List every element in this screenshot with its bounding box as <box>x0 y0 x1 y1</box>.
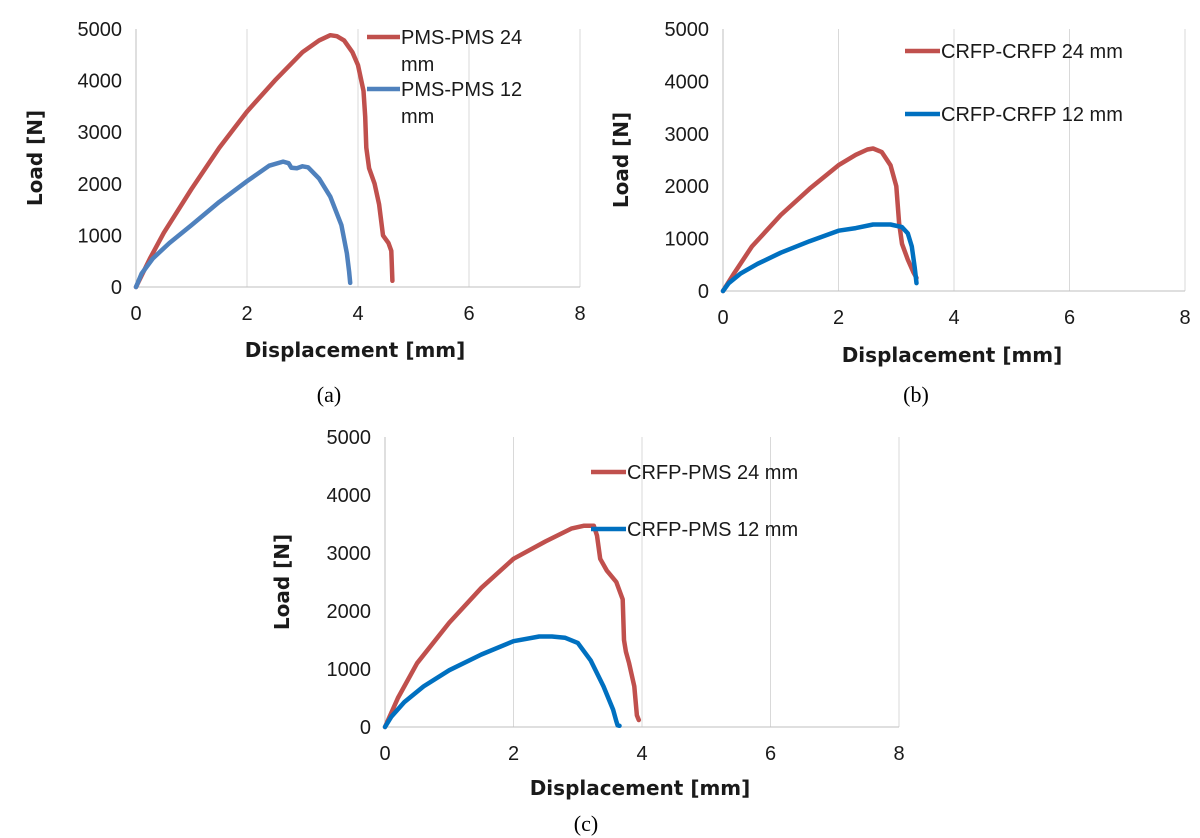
y-tick-label: 4000 <box>665 71 710 93</box>
chart-1: 0 2 4 6 8 0 1000 2000 3000 4000 5000 Displacement [… <box>609 19 1191 407</box>
x-tick-label: 2 <box>833 307 844 329</box>
y-tick-label: 3000 <box>78 122 123 144</box>
x-tick-label: 6 <box>765 743 776 765</box>
chart-0: 0 2 4 6 8 0 1000 2000 3000 4000 5000 Displacement [… <box>23 19 586 407</box>
y-tick-label: 0 <box>111 277 122 299</box>
y-tick-label: 2000 <box>665 176 710 198</box>
y-tick-label: 5000 <box>665 19 710 41</box>
legend-entry: mm <box>401 54 434 76</box>
y-axis-title: Load [N] <box>270 534 294 630</box>
x-axis-title: Displacement [mm] <box>530 776 751 800</box>
chart-2: 0 2 4 6 8 0 1000 2000 3000 4000 5000 Displacement [… <box>270 427 905 836</box>
panel-caption: (c) <box>574 811 598 836</box>
x-tick-label: 6 <box>1064 307 1075 329</box>
y-tick-label: 1000 <box>665 229 710 251</box>
legend-entry: CRFP-PMS 12 mm <box>627 519 798 541</box>
x-tick-label: 0 <box>717 307 728 329</box>
y-tick-label: 4000 <box>78 71 123 93</box>
series-line-0 <box>720 146 919 294</box>
panel-caption: (a) <box>317 382 341 407</box>
x-tick-label: 8 <box>1179 307 1190 329</box>
y-tick-label: 2000 <box>78 174 123 196</box>
x-tick-label: 2 <box>508 743 519 765</box>
x-tick-label: 6 <box>463 303 474 325</box>
y-tick-label: 3000 <box>327 543 372 565</box>
x-axis-title: Displacement [mm] <box>842 343 1063 367</box>
x-tick-label: 8 <box>574 303 585 325</box>
y-tick-label: 5000 <box>78 19 123 41</box>
series-line-1 <box>133 159 353 290</box>
x-tick-label: 4 <box>636 743 647 765</box>
legend-entry: PMS-PMS 12 <box>401 79 522 101</box>
y-tick-label: 4000 <box>327 485 372 507</box>
panel-caption: (b) <box>903 382 929 407</box>
y-tick-label: 0 <box>698 281 709 303</box>
x-axis-title: Displacement [mm] <box>245 338 466 362</box>
legend-entry: CRFP-CRFP 24 mm <box>941 41 1123 63</box>
y-tick-label: 5000 <box>327 427 372 449</box>
legend-entry: CRFP-CRFP 12 mm <box>941 104 1123 126</box>
legend-entry: CRFP-PMS 24 mm <box>627 462 798 484</box>
x-tick-label: 4 <box>352 303 363 325</box>
series-line-1 <box>720 222 919 294</box>
series-line-1 <box>382 634 622 730</box>
y-axis-title: Load [N] <box>609 112 633 208</box>
x-tick-label: 0 <box>130 303 141 325</box>
x-tick-label: 2 <box>241 303 252 325</box>
legend-entry: mm <box>401 106 434 128</box>
series-line-0 <box>133 32 395 290</box>
x-tick-label: 4 <box>948 307 959 329</box>
y-tick-label: 2000 <box>327 601 372 623</box>
y-tick-label: 1000 <box>327 659 372 681</box>
x-tick-label: 8 <box>893 743 904 765</box>
x-tick-label: 0 <box>379 743 390 765</box>
series-line-0 <box>382 523 642 730</box>
y-tick-label: 0 <box>360 717 371 739</box>
y-tick-label: 3000 <box>665 124 710 146</box>
legend-entry: PMS-PMS 24 <box>401 27 522 49</box>
y-axis-title: Load [N] <box>23 110 47 206</box>
y-tick-label: 1000 <box>78 225 123 247</box>
